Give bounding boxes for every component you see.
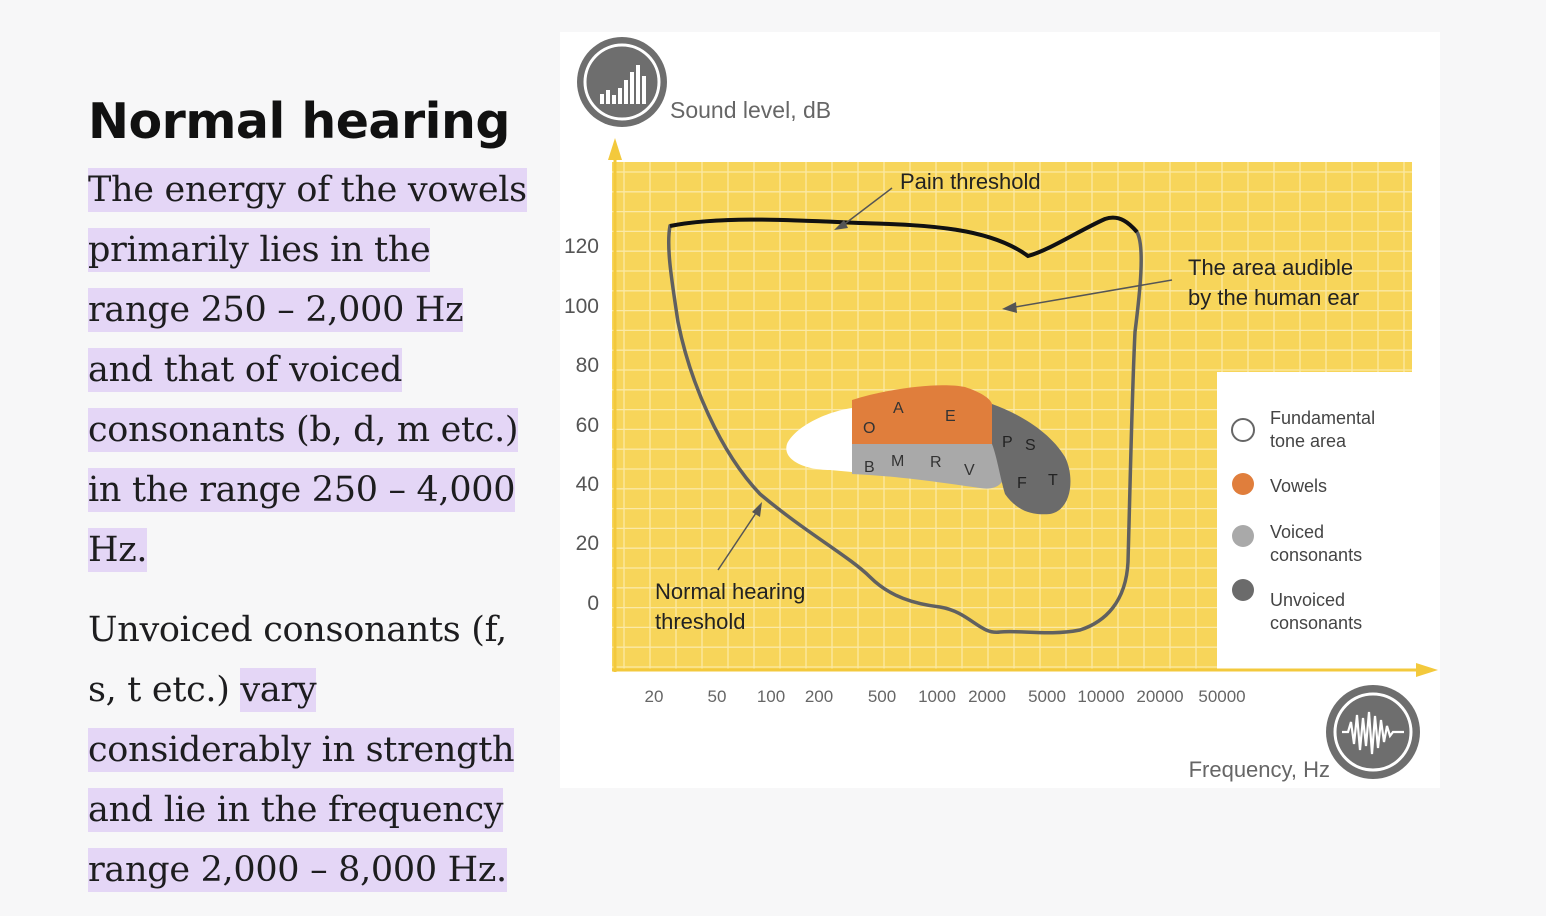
normal-hearing-label-1: Normal hearing [655, 579, 805, 604]
x-tick-label: 20 [645, 687, 664, 706]
audible-area-label-1: The area audible [1188, 255, 1353, 280]
paragraph-1: The energy of the vowels primarily lies … [88, 160, 528, 580]
plain-text: Unvoiced consonants (f, s, t etc.) [88, 610, 507, 710]
letter: V [964, 462, 975, 479]
letter: S [1025, 437, 1036, 454]
y-tick-label: 120 [564, 235, 599, 258]
unvoiced-consonant-region [992, 404, 1071, 515]
audible-area-annotation: The area audible by the human ear [1002, 255, 1359, 313]
sound-wave-icon [1326, 685, 1420, 779]
pain-threshold-line [669, 215, 1139, 259]
unvoiced-letters: P S F T [1002, 434, 1058, 492]
legend-label: Vowels [1270, 476, 1327, 496]
legend-swatch-fundamental [1231, 418, 1255, 442]
legend-label: consonants [1270, 613, 1362, 633]
y-tick-label: 80 [576, 354, 599, 377]
x-axis-title: Frequency, Hz [1189, 757, 1330, 782]
y-axis [608, 138, 622, 672]
x-tick-label: 50 [708, 687, 727, 706]
x-tick-label: 5000 [1028, 687, 1066, 706]
y-tick-label: 20 [576, 532, 599, 555]
highlighted-text: The energy of the vowels primarily lies … [88, 168, 527, 572]
x-tick-label: 20000 [1136, 687, 1183, 706]
y-tick-label: 60 [576, 414, 599, 437]
letter: B [864, 459, 875, 476]
pain-threshold-label: Pain threshold [900, 169, 1041, 194]
vowel-region [852, 385, 992, 444]
x-tick-label: 200 [805, 687, 833, 706]
fundamental-tone-area [786, 408, 852, 472]
audible-area-label-2: by the human ear [1188, 285, 1359, 310]
hearing-range-figure: Sound level, dB 120 100 80 60 40 20 0 20… [560, 32, 1440, 788]
legend: Fundamental tone area Vowels Voiced cons… [1231, 408, 1375, 633]
vowel-letters: O A E [863, 400, 956, 437]
pain-threshold-annotation: Pain threshold [834, 169, 1041, 230]
y-tick-label: 0 [587, 592, 599, 615]
normal-hearing-annotation: Normal hearing threshold [655, 502, 805, 634]
y-axis-title: Sound level, dB [670, 97, 831, 123]
bar-chart-icon [577, 37, 667, 127]
normal-hearing-label-2: threshold [655, 609, 746, 634]
legend-swatch-unvoiced [1232, 579, 1254, 601]
x-tick-label: 500 [868, 687, 896, 706]
page-title: Normal hearing [88, 93, 510, 150]
letter: M [891, 453, 904, 470]
legend-label: consonants [1270, 545, 1362, 565]
letter: E [945, 408, 956, 425]
x-tick-label: 10000 [1077, 687, 1124, 706]
y-tick-label: 40 [576, 473, 599, 496]
legend-swatch-vowels [1232, 473, 1254, 495]
legend-label: Unvoiced [1270, 590, 1345, 610]
x-tick-label: 50000 [1198, 687, 1245, 706]
x-tick-label: 100 [757, 687, 785, 706]
letter: O [863, 420, 875, 437]
voiced-letters: B M R V [864, 453, 975, 479]
x-tick-label: 2000 [968, 687, 1006, 706]
letter: T [1048, 472, 1058, 489]
letter: P [1002, 434, 1013, 451]
y-tick-label: 100 [564, 295, 599, 318]
legend-swatch-voiced [1232, 525, 1254, 547]
y-tick-labels: 120 100 80 60 40 20 0 [564, 235, 599, 615]
legend-label: Fundamental [1270, 408, 1375, 428]
voiced-consonant-region [852, 444, 1005, 489]
x-axis [612, 663, 1438, 677]
legend-label: tone area [1270, 431, 1347, 451]
legend-label: Voiced [1270, 522, 1324, 542]
letter: A [893, 400, 904, 417]
letter: F [1017, 475, 1027, 492]
paragraph-2: Unvoiced consonants (f, s, t etc.) vary … [88, 600, 528, 900]
article-text: Normal hearing The energy of the vowels … [88, 90, 528, 900]
letter: R [930, 454, 942, 471]
x-tick-labels: 20 50 100 200 500 1000 2000 5000 10000 2… [645, 687, 1246, 706]
x-tick-label: 1000 [918, 687, 956, 706]
